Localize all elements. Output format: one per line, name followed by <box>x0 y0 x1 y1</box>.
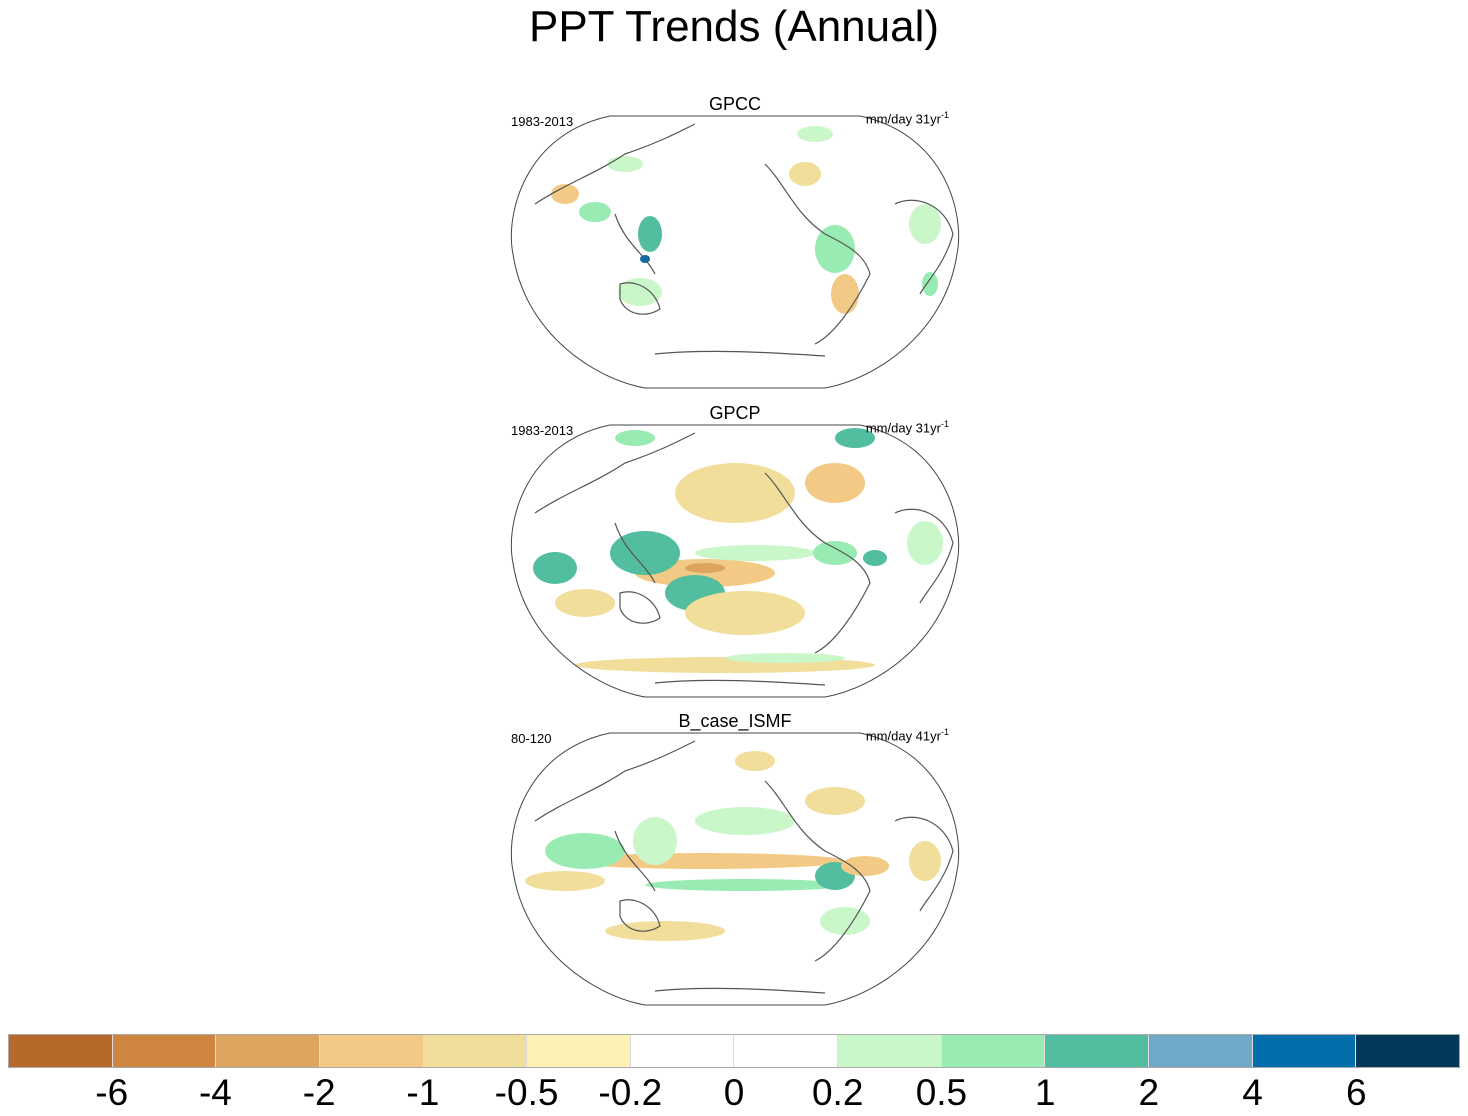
colorbar-box <box>9 1035 113 1067</box>
panel-period: 1983-2013 <box>511 114 574 129</box>
trend-blob <box>579 202 611 222</box>
trend-blob <box>638 216 662 252</box>
colorbar-box <box>1252 1035 1357 1067</box>
trend-blob <box>685 591 805 635</box>
colorbar-box <box>1045 1035 1150 1067</box>
map-panel-gpcc: GPCC 1983-2013 mm/day 31yr-1 <box>505 94 965 389</box>
colorbar-tick-label: 4 <box>1242 1072 1263 1113</box>
trend-blob <box>863 550 887 566</box>
trend-blob <box>907 521 943 565</box>
trend-blob <box>605 921 725 941</box>
colorbar-tick-label: 6 <box>1345 1072 1367 1113</box>
map-panel-gpcp: GPCP 1983-2013 mm/day 31yr-1 <box>505 403 965 698</box>
colorbar-box <box>216 1035 320 1067</box>
trend-blob <box>909 841 941 881</box>
trend-blob <box>618 278 662 306</box>
colorbar-tick-label: 0 <box>723 1072 745 1113</box>
map-panel-b-case-ismf: B_case_ISMF 80-120 mm/day 41yr-1 <box>505 711 965 1006</box>
colorbar-tick-label: 2 <box>1138 1072 1160 1113</box>
trend-blob <box>835 428 875 448</box>
trend-blob <box>525 871 605 891</box>
trend-blob <box>555 589 615 617</box>
colorbar-tick-label: 1 <box>1034 1072 1056 1113</box>
colorbar-box <box>1149 1035 1253 1067</box>
trend-blob <box>813 541 857 565</box>
figure-title: PPT Trends (Annual) <box>528 2 940 51</box>
colorbar-box <box>630 1035 735 1067</box>
colorbar-labels: -6 -4 -2 -1 -0.5 -0.2 0 0.2 0.5 1 2 4 6 <box>8 1072 1460 1116</box>
world-map-gpcp <box>510 424 960 698</box>
trend-blob <box>675 463 795 523</box>
trend-blob <box>615 430 655 446</box>
colorbar-tick-label: -0.2 <box>598 1072 663 1113</box>
world-map-gpcc <box>510 115 960 389</box>
trend-blob <box>815 225 855 273</box>
trend-blob <box>797 126 833 142</box>
colorbar-box <box>734 1035 839 1067</box>
trend-blob <box>805 787 865 815</box>
panel-units: mm/day 31yr-1 <box>865 110 949 127</box>
colorbar-tick-label: -6 <box>95 1072 129 1113</box>
panel-period: 80-120 <box>511 731 552 746</box>
trend-blob <box>551 184 579 204</box>
panel-units: mm/day 31yr-1 <box>865 419 949 436</box>
colorbar-box <box>1356 1035 1459 1067</box>
trend-blob <box>607 156 643 172</box>
colorbar <box>8 1034 1460 1068</box>
colorbar-box <box>527 1035 631 1067</box>
colorbar-box <box>112 1035 217 1067</box>
trend-blob <box>633 817 677 865</box>
trend-blob <box>545 833 625 869</box>
trend-blob <box>909 204 941 244</box>
colorbar-box <box>838 1035 942 1067</box>
colorbar-tick-label: 0.5 <box>915 1072 968 1113</box>
colorbar-tick-label: 0.2 <box>811 1072 864 1113</box>
trend-blob <box>805 463 865 503</box>
panel-title: GPCP <box>709 403 761 423</box>
colorbar-box <box>319 1035 424 1067</box>
world-map-b-case-ismf <box>510 732 960 1006</box>
panel-units: mm/day 41yr-1 <box>865 727 949 744</box>
trend-blob <box>685 563 725 573</box>
trend-blob <box>695 807 795 835</box>
trend-blob <box>831 274 859 314</box>
colorbar-tick-label: -0.5 <box>494 1072 559 1113</box>
colorbar-tick-label: -4 <box>198 1072 232 1113</box>
panel-period: 1983-2013 <box>511 423 574 438</box>
panel-title: GPCC <box>708 94 761 114</box>
trend-blob <box>645 879 845 891</box>
trend-blob <box>725 653 845 663</box>
panel-title: B_case_ISMF <box>678 711 792 731</box>
trend-blob <box>533 552 577 584</box>
trend-blob <box>841 856 889 876</box>
trend-blob <box>789 162 821 186</box>
colorbar-tick-label: -2 <box>302 1072 336 1113</box>
trend-blob <box>735 751 775 771</box>
colorbar-box <box>423 1035 528 1067</box>
trend-blob <box>922 272 938 296</box>
trend-blob <box>695 545 815 561</box>
colorbar-tick-label: -1 <box>406 1072 440 1113</box>
trend-blob <box>820 907 870 935</box>
trend-blob <box>610 531 680 575</box>
colorbar-box <box>941 1035 1046 1067</box>
